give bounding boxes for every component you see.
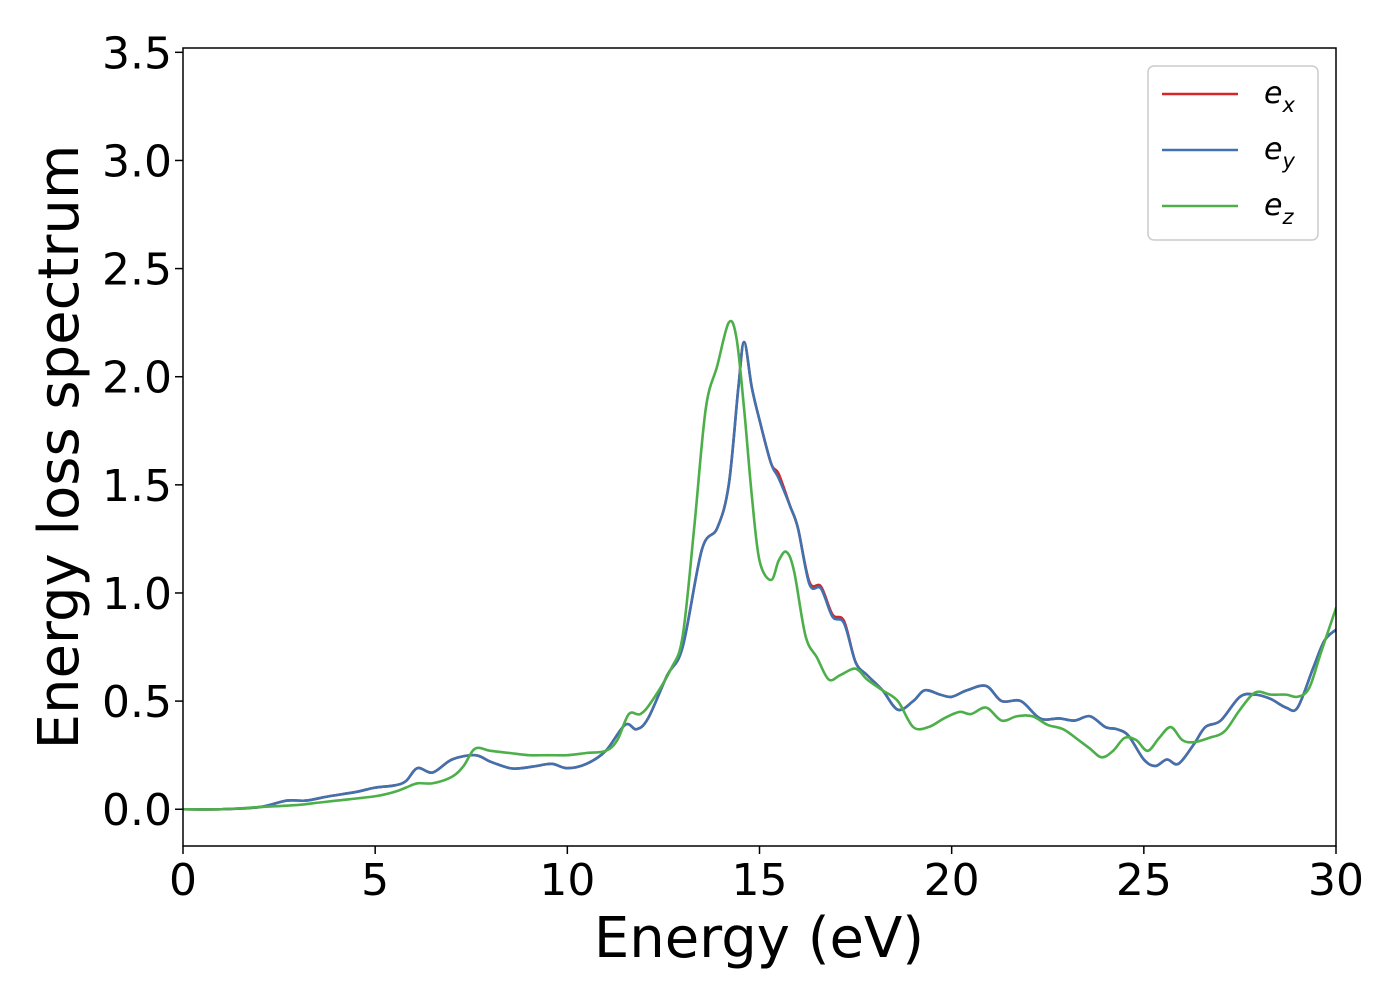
y-tick-label: 3.5 xyxy=(102,28,172,79)
y-tick-label: 0.5 xyxy=(102,677,172,728)
y-tick-label: 1.0 xyxy=(102,569,172,620)
x-tick-label: 15 xyxy=(732,855,788,906)
series-line-x xyxy=(183,340,1336,811)
x-axis-label: Energy (eV) xyxy=(594,906,924,971)
x-tick-label: 30 xyxy=(1308,855,1364,906)
y-tick-label: 2.5 xyxy=(102,245,172,296)
y-tick-label: 0.0 xyxy=(102,785,172,836)
legend-label-x: ex xyxy=(1264,76,1295,117)
y-axis-label: Energy loss spectrum xyxy=(27,145,92,750)
series-line-z xyxy=(183,319,1336,811)
x-tick-label: 20 xyxy=(924,855,980,906)
series-line-y xyxy=(183,340,1336,811)
x-tick-label: 5 xyxy=(361,855,389,906)
series-layer xyxy=(183,319,1336,811)
y-tick-label: 3.0 xyxy=(102,136,172,187)
ticks-layer: 0 5 10 15 20 25 30 0.0 0.5 1.0 1.5 2.0 2.5 3.0 3.5 xyxy=(102,28,1364,906)
legend-box xyxy=(1147,65,1319,241)
x-tick-label: 10 xyxy=(539,855,595,906)
y-tick-label: 1.5 xyxy=(102,461,172,512)
x-tick-label: 0 xyxy=(169,855,197,906)
y-tick-label: 2.0 xyxy=(102,353,172,404)
x-tick-label: 25 xyxy=(1116,855,1172,906)
